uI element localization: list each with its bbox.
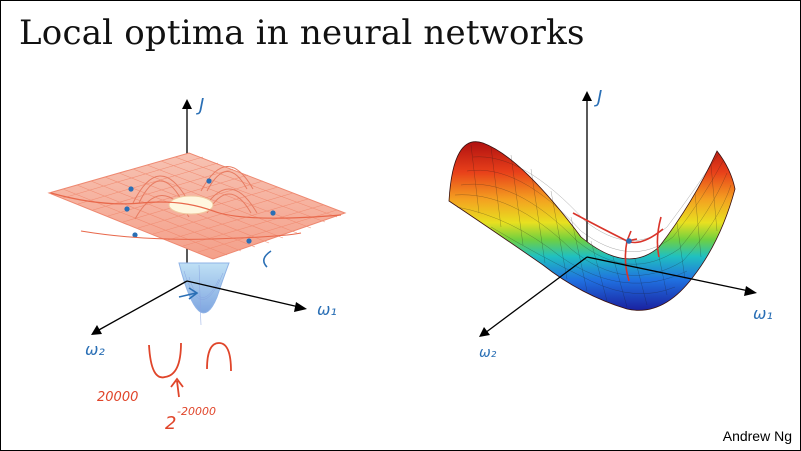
right-w2-axis — [479, 256, 588, 337]
right-w1-label: ω₁ — [753, 304, 773, 323]
left-w1-axis — [186, 280, 307, 312]
left-global-minimum-well — [178, 262, 230, 326]
right-saddle-point — [626, 238, 632, 244]
left-j-label: J — [196, 95, 204, 116]
right-saddle-surface — [448, 141, 736, 311]
left-convex-sketch — [148, 342, 232, 398]
right-j-label: J — [594, 87, 602, 108]
right-surface-diagram: J — [448, 87, 773, 361]
left-note-20000: 20000 — [97, 390, 138, 405]
left-w2-axis — [91, 280, 188, 335]
left-mesh-surface — [47, 152, 347, 260]
left-surface-diagram: J — [47, 95, 347, 434]
right-j-axis — [582, 91, 592, 257]
left-note-exponent: -20000 — [177, 405, 216, 418]
right-w2-label: ω₂ — [479, 345, 497, 361]
left-local-minima-points — [124, 178, 276, 244]
left-annotation-arrows — [178, 250, 272, 300]
right-w1-axis — [586, 256, 757, 296]
left-w1-label: ω₁ — [317, 300, 337, 319]
slide-title: Local optima in neural networks — [19, 13, 585, 53]
left-w2-label: ω₂ — [85, 340, 105, 359]
left-note-2: 2 — [165, 413, 176, 434]
author-credit: Andrew Ng — [722, 428, 792, 444]
